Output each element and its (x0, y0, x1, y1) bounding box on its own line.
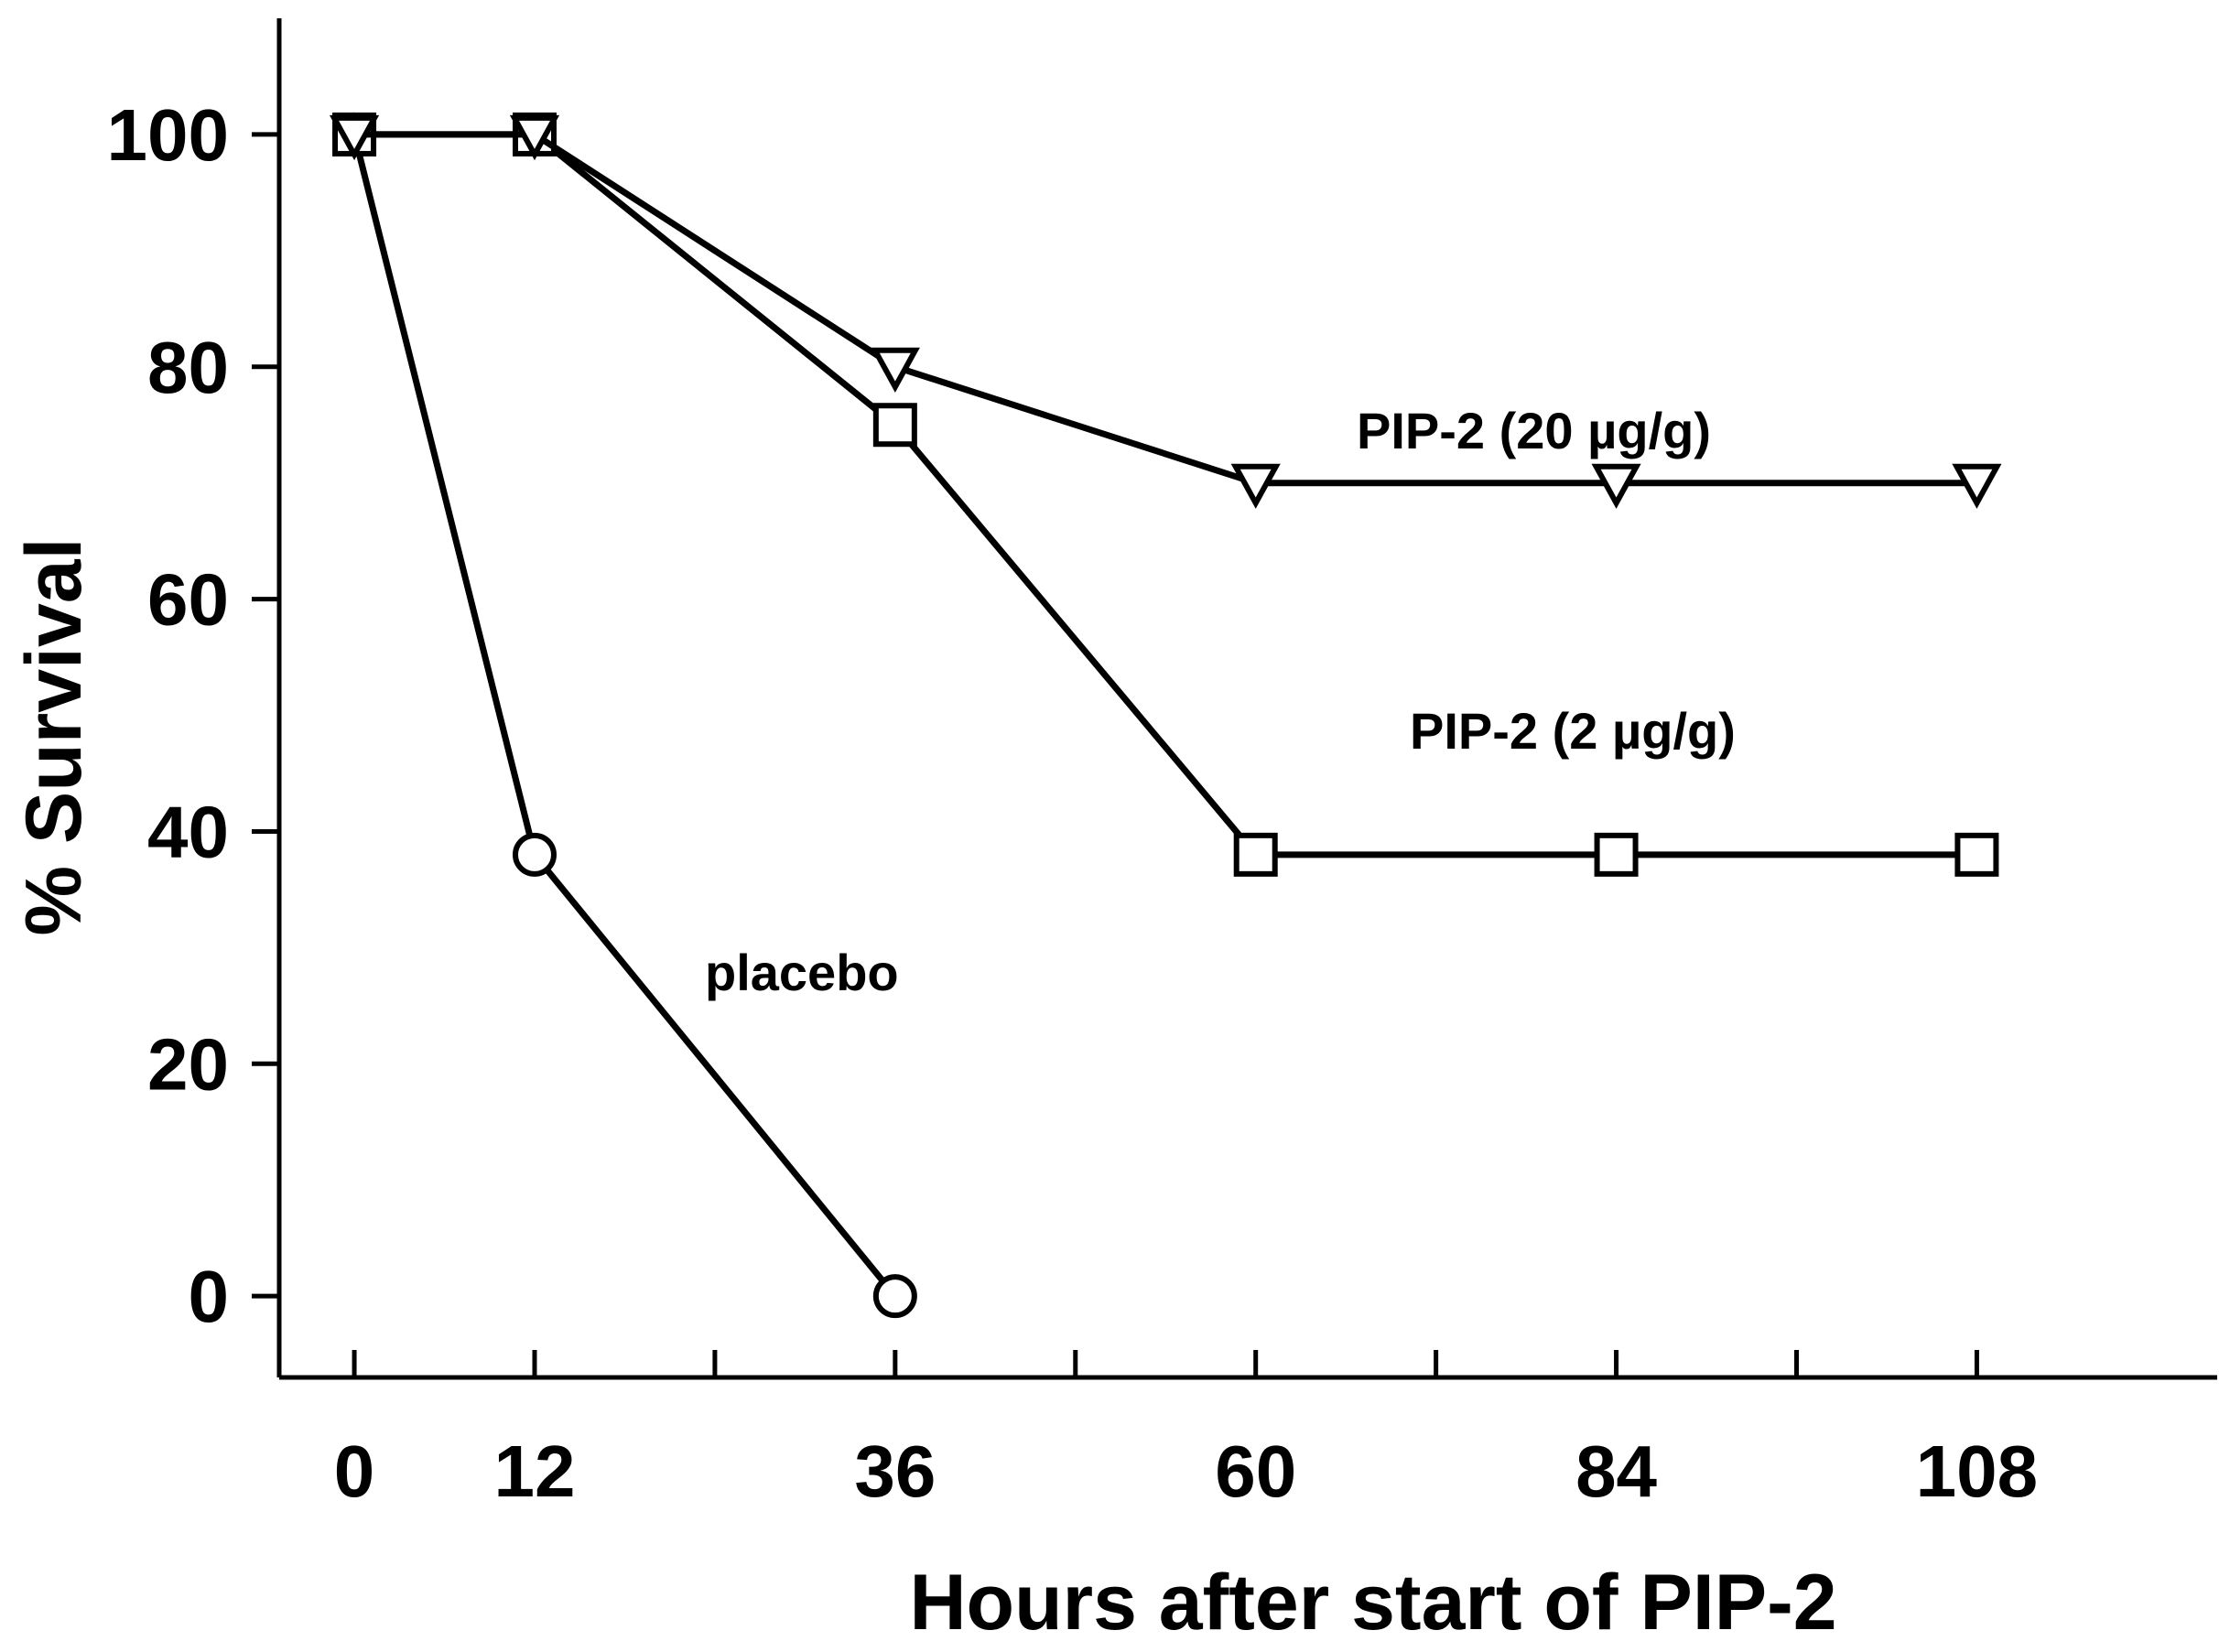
pip2-2ug-point (1233, 832, 1278, 877)
x-tick-label: 108 (1916, 1431, 2038, 1512)
series-layer (329, 112, 2002, 1319)
y-tick-label: 60 (147, 559, 229, 641)
pip2-20ug-point (870, 347, 920, 393)
pip2-20ug-point (509, 114, 560, 161)
y-tick-label: 20 (147, 1023, 229, 1105)
pip2-2ug-point (1594, 832, 1639, 877)
x-axis-title: Hours after start of PIP-2 (909, 1559, 1836, 1647)
placebo-point (872, 1274, 917, 1319)
pip2-2ug-point (1954, 832, 1999, 877)
x-tick-label: 84 (1575, 1431, 1657, 1512)
placebo-series (332, 112, 917, 1319)
placebo-point (512, 832, 557, 877)
y-tick-label: 0 (189, 1256, 230, 1337)
labels-layer: Hours after start of PIP-2 % Survival pl… (10, 402, 1837, 1647)
y-tick-label: 80 (147, 327, 229, 408)
pip2-20ug-series-label: PIP-2 (20 µg/g) (1357, 402, 1711, 459)
pip2-20ug-point (1952, 463, 2002, 509)
pip2-20ug-point (1230, 463, 1281, 509)
pip2-2ug-series (332, 112, 1999, 877)
placebo-line (351, 134, 898, 1299)
x-tick-label: 60 (1215, 1431, 1296, 1512)
y-tick-label: 40 (147, 791, 229, 872)
axes: 0 20 40 60 80 100 0 12 36 60 84 108 (107, 18, 2217, 1512)
placebo-series-label: placebo (705, 944, 899, 1001)
pip2-20ug-series (329, 114, 2002, 509)
pip2-20ug-line (354, 131, 1977, 487)
pip2-2ug-series-label: PIP-2 (2 µg/g) (1410, 702, 1736, 760)
x-tick-label: 12 (493, 1431, 575, 1512)
pip2-20ug-point (1591, 463, 1641, 509)
y-axis-title: % Survival (10, 538, 98, 936)
pip2-20ug-point (329, 114, 380, 161)
pip2-2ug-point (872, 403, 917, 448)
x-tick-label: 0 (334, 1431, 375, 1512)
y-tick-label: 100 (107, 94, 229, 176)
x-tick-label: 36 (854, 1431, 936, 1512)
